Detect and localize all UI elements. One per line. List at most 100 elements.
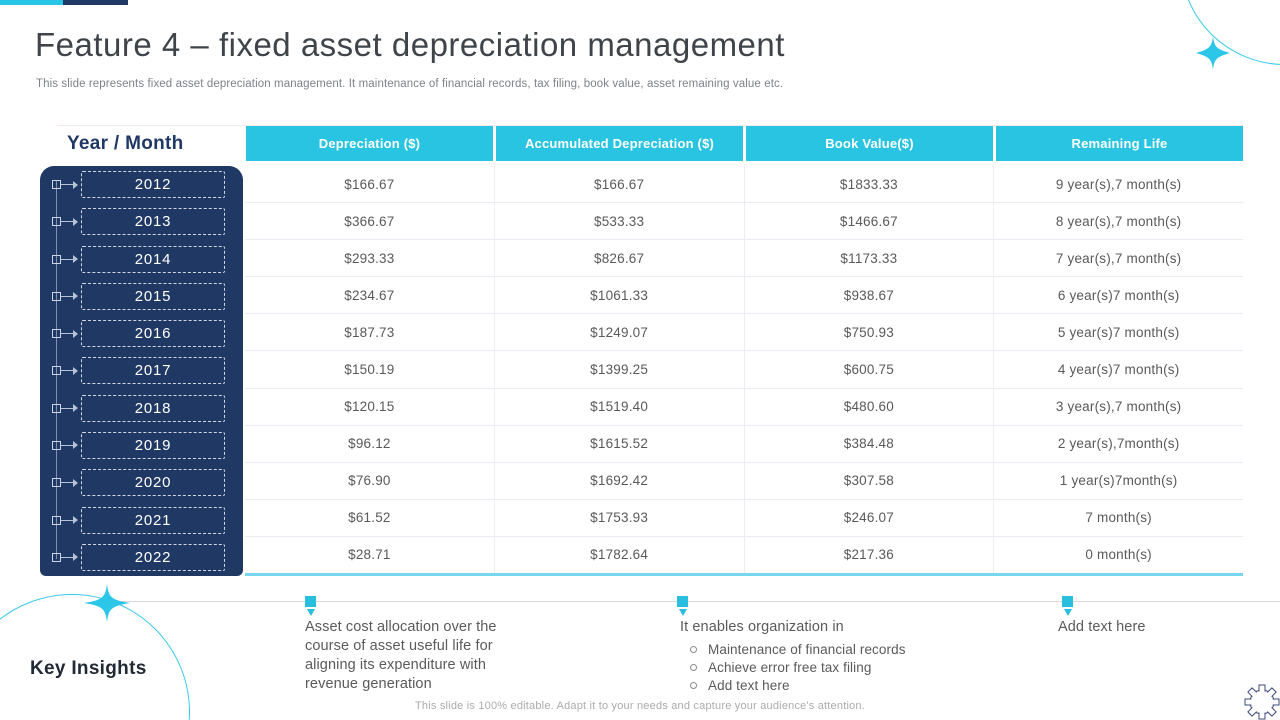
table-row: $150.19 $1399.25 $600.75 4 year(s)7 month(s…	[245, 351, 1243, 389]
timeline-row: 2020	[40, 464, 243, 501]
cell-accumulated: $1753.93	[495, 499, 745, 536]
timeline-row: 2021	[40, 501, 243, 538]
cell-book-value: $384.48	[745, 425, 995, 462]
table-corner-header: Year / Month	[57, 126, 243, 161]
year-label-2016: 2016	[81, 320, 225, 348]
cell-book-value: $600.75	[745, 351, 995, 388]
bullet-item: Add text here	[690, 676, 906, 694]
cell-accumulated: $1061.33	[495, 277, 745, 314]
table-row: $76.90 $1692.42 $307.58 1 year(s)7month(s)	[245, 462, 1243, 500]
arrow-line-icon	[61, 333, 73, 335]
cell-remaining-life: 7 year(s),7 month(s)	[1055, 250, 1182, 266]
timeline-row: 2012	[40, 166, 243, 203]
sparkle-icon	[1196, 36, 1230, 70]
timeline-row: 2017	[40, 352, 243, 389]
sparkle-icon	[84, 584, 130, 622]
year-label-2019: 2019	[81, 431, 225, 459]
cell-depreciation: $76.90	[245, 462, 495, 499]
bullet-circle-icon	[690, 681, 697, 689]
cell-accumulated: $1615.52	[495, 425, 745, 462]
insight-text-2-heading: It enables organization in	[680, 619, 844, 635]
arrow-right-icon	[73, 478, 78, 487]
cell-accumulated: $1399.25	[495, 351, 745, 388]
year-label-2017: 2017	[81, 357, 225, 385]
insight-marker-icon	[305, 596, 316, 616]
top-accent-bar-navy	[63, 0, 128, 5]
depreciation-table: $166.67 $166.67 $1833.33 9 year(s),7 month(…	[245, 166, 1243, 576]
year-label-2018: 2018	[81, 394, 225, 422]
cell-depreciation: $150.19	[245, 351, 495, 388]
timeline-row: 2015	[40, 278, 243, 315]
cell-remaining-life: 0 month(s)	[1085, 547, 1152, 563]
arrow-right-icon	[73, 255, 78, 264]
table-row: $120.15 $1519.40 $480.60 3 year(s),7 month(…	[245, 388, 1243, 426]
arrow-right-icon	[73, 329, 78, 338]
decorative-circle-top-right	[1180, 0, 1280, 65]
cell-book-value: $1466.67	[745, 203, 995, 240]
cell-accumulated: $826.67	[495, 240, 745, 277]
bullet-item: Maintenance of financial records	[690, 640, 906, 658]
cell-remaining-life: 6 year(s)7 month(s)	[1057, 287, 1180, 303]
year-label-2013: 2013	[81, 208, 225, 236]
insight-marker-icon	[677, 596, 688, 616]
cell-book-value: $750.93	[745, 314, 995, 351]
timeline-row: 2013	[40, 203, 243, 240]
cell-remaining-life: 9 year(s),7 month(s)	[1055, 176, 1182, 192]
bullet-text[interactable]: Add text here	[708, 677, 790, 693]
arrow-right-icon	[73, 404, 78, 413]
cell-depreciation: $28.71	[245, 536, 495, 574]
timeline-row: 2019	[40, 427, 243, 464]
cell-remaining-life: 2 year(s),7month(s)	[1057, 436, 1180, 452]
bullet-item: Achieve error free tax filing	[690, 658, 906, 676]
arrow-right-icon	[73, 516, 78, 525]
arrow-right-icon	[73, 441, 78, 450]
cell-remaining-life: 7 month(s)	[1085, 510, 1152, 526]
year-label-2020: 2020	[81, 469, 225, 497]
cell-depreciation: $187.73	[245, 314, 495, 351]
arrow-line-icon	[61, 407, 73, 409]
timeline-node-icon	[52, 366, 61, 376]
bullet-text: Achieve error free tax filing	[708, 659, 872, 675]
cell-accumulated: $1249.07	[495, 314, 745, 351]
timeline-row: 2014	[40, 241, 243, 278]
cell-accumulated: $1519.40	[495, 388, 745, 425]
cell-depreciation: $61.52	[245, 499, 495, 536]
key-insights-heading: Key Insights	[30, 658, 147, 679]
table-row: $61.52 $1753.93 $246.07 7 month(s)	[245, 499, 1243, 537]
cell-remaining-life: 5 year(s)7 month(s)	[1057, 324, 1180, 340]
insights-divider-line	[108, 601, 1280, 602]
insight-text-3-placeholder[interactable]: Add text here	[1058, 619, 1146, 635]
timeline-node-icon	[52, 478, 61, 488]
timeline-connector-line	[56, 181, 57, 559]
insight-marker-icon	[1062, 596, 1073, 616]
arrow-line-icon	[61, 482, 73, 484]
page-subtitle: This slide represents fixed asset deprec…	[36, 78, 784, 90]
timeline-node-icon	[52, 180, 61, 190]
page-title: Feature 4 – fixed asset depreciation man…	[35, 26, 785, 63]
cell-accumulated: $1692.42	[495, 462, 745, 499]
cell-depreciation: $293.33	[245, 240, 495, 277]
table-row: $96.12 $1615.52 $384.48 2 year(s),7month(s)	[245, 425, 1243, 463]
column-header-accumulated-depreciation: Accumulated Depreciation ($)	[496, 126, 743, 161]
cell-book-value: $938.67	[745, 277, 995, 314]
table-row: $366.67 $533.33 $1466.67 8 year(s),7 month(…	[245, 203, 1243, 241]
arrow-line-icon	[61, 370, 73, 372]
insight-bullet-list: Maintenance of financial records Achieve…	[690, 640, 906, 694]
timeline-node-icon	[52, 291, 61, 301]
cell-book-value: $480.60	[745, 388, 995, 425]
cell-accumulated: $1782.64	[495, 536, 745, 574]
timeline-row: 2016	[40, 315, 243, 352]
arrow-line-icon	[61, 444, 73, 446]
cell-depreciation: $366.67	[245, 203, 495, 240]
cell-book-value: $246.07	[745, 499, 995, 536]
year-label-2015: 2015	[81, 282, 225, 310]
arrow-line-icon	[61, 519, 73, 521]
arrow-line-icon	[61, 221, 73, 223]
timeline-node-icon	[52, 515, 61, 525]
timeline-node-icon	[52, 329, 61, 339]
cell-book-value: $307.58	[745, 462, 995, 499]
year-label-2021: 2021	[81, 506, 225, 534]
cell-depreciation: $96.12	[245, 425, 495, 462]
table-row: $187.73 $1249.07 $750.93 5 year(s)7 month(s…	[245, 314, 1243, 352]
table-row: $28.71 $1782.64 $217.36 0 month(s)	[245, 536, 1243, 574]
